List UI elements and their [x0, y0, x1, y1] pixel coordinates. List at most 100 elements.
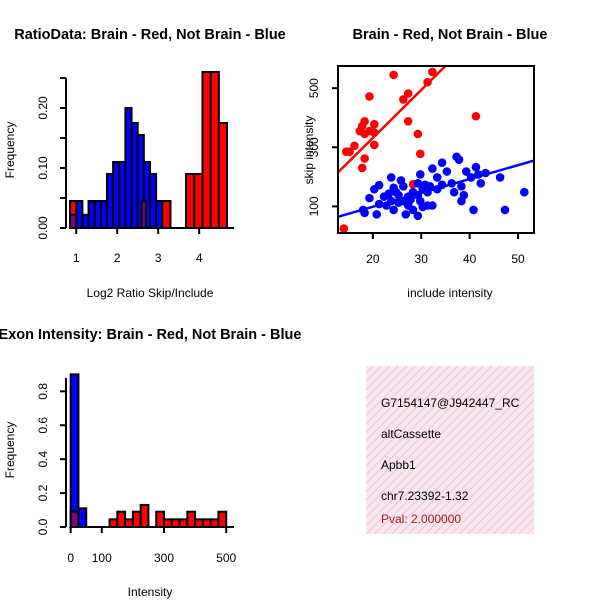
scatter-point-not-brain	[372, 210, 382, 219]
pval-text: Pval: 2.000000	[381, 512, 461, 526]
ratio-bar-brain	[209, 71, 220, 229]
ratio-x-tick-label: 2	[114, 251, 121, 265]
intensity-bar-brain	[194, 518, 204, 529]
ratio-bar-overlap	[69, 213, 78, 230]
ratio-y-tick-label: 0.00	[36, 216, 50, 240]
intensity-bars	[69, 373, 228, 529]
scatter-x-tick-label: 40	[463, 252, 477, 266]
ratio-bar-brain	[161, 200, 172, 229]
intensity-x-axis-label: Intensity	[128, 585, 173, 599]
ratio-y-tick-label: 0.20	[36, 96, 50, 120]
scatter-point-brain	[403, 89, 413, 98]
scatter-point-not-brain	[469, 205, 478, 215]
scatter-point-not-brain	[408, 205, 418, 215]
scatter-y-tick-label: 100	[307, 196, 321, 216]
intensity-histogram-panel: Exon Intensity: Brain - Red, Not Brain -…	[0, 327, 301, 599]
scatter-point-not-brain	[437, 180, 447, 190]
location-text: chr7.23392-1.32	[381, 489, 469, 503]
ratio-bar-brain	[193, 173, 204, 229]
intensity-bar-brain	[163, 518, 173, 529]
scatter-point-not-brain	[500, 205, 510, 215]
scatter-point-not-brain	[394, 190, 403, 200]
scatter-point-brain	[471, 111, 481, 121]
intensity-bar-overlap	[69, 510, 80, 529]
scatter-y-axis-label: skip intensity	[302, 116, 316, 185]
intensity-bar-brain	[124, 518, 134, 529]
intensity-x-ticks: 0 100 300 500	[67, 527, 237, 565]
scatter-chart-title: Brain - Red, Not Brain - Blue	[353, 27, 548, 43]
event-info-panel: G7154147@J942447_RC altCassette Apbb1 ch…	[366, 366, 534, 534]
scatter-y-tick-label: 500	[307, 78, 321, 98]
scatter-point-not-brain	[428, 164, 437, 173]
intensity-y-ticks: 0.0 0.2 0.4 0.6 0.8	[36, 383, 66, 535]
intensity-x-tick-label: 100	[92, 551, 112, 565]
scatter-point-not-brain	[454, 155, 464, 164]
ratio-histogram-panel: RatioData: Brain - Red, Not Brain - Blue…	[3, 27, 286, 300]
intensity-chart-title: Exon Intensity: Brain - Red, Not Brain -…	[0, 327, 301, 343]
scatter-x-tick-label: 30	[415, 252, 429, 266]
ratio-bars	[69, 71, 229, 230]
scatter-point-not-brain	[447, 179, 457, 188]
ratio-x-ticks: 1 2 3 4	[73, 228, 203, 265]
intensity-y-tick-label: 0.8	[36, 383, 50, 400]
event-type-text: altCassette	[381, 427, 441, 441]
scatter-point-brain	[413, 129, 423, 139]
scatter-point-not-brain	[386, 173, 396, 182]
scatter-point-not-brain	[386, 196, 396, 206]
scatter-point-not-brain	[399, 181, 408, 191]
scatter-point-not-brain	[389, 205, 398, 215]
scatter-ticks: 20 30 40 50 100 300 500	[307, 78, 525, 266]
scatter-x-axis-label: include intensity	[407, 286, 492, 300]
scatter-plot-box	[337, 65, 535, 234]
scatter-point-not-brain	[374, 199, 384, 209]
scatter-point-not-brain	[466, 173, 476, 182]
ratio-x-axis-label: Log2 Ratio Skip/Include	[87, 286, 214, 300]
ratio-bar-brain	[185, 173, 196, 229]
scatter-x-tick-label: 50	[511, 252, 525, 266]
intensity-bar-brain	[178, 518, 189, 529]
ratio-chart-title: RatioData: Brain - Red, Not Brain - Blue	[14, 27, 286, 43]
intensity-y-tick-label: 0.4	[36, 451, 50, 468]
scatter-point-not-brain	[365, 193, 374, 203]
intensity-bar-brain	[116, 510, 127, 529]
scatter-point-brain	[415, 149, 425, 159]
intensity-bar-not-brain	[69, 373, 80, 528]
scatter-point-brain	[339, 224, 349, 233]
scatter-point-not-brain	[461, 167, 471, 176]
scatter-point-not-brain	[457, 181, 466, 191]
scatter-point-brain	[399, 95, 408, 104]
ratio-bar-brain	[217, 122, 229, 229]
intensity-x-tick-label: 300	[154, 551, 174, 565]
scatter-panel: Brain - Red, Not Brain - Blue 20 30 40 50 10…	[302, 27, 547, 300]
ratio-x-tick-label: 3	[155, 251, 162, 265]
intensity-x-tick-label: 0	[67, 551, 74, 565]
scatter-point-not-brain	[413, 211, 423, 221]
intensity-bar-brain	[108, 518, 119, 529]
intensity-bar-brain	[201, 518, 212, 529]
ratio-bar-brain	[201, 71, 212, 229]
scatter-point-not-brain	[415, 170, 425, 179]
scatter-marks	[338, 66, 534, 233]
scatter-point-brain	[369, 140, 379, 150]
scatter-point-not-brain	[360, 208, 369, 218]
scatter-point-not-brain	[495, 173, 505, 182]
info-panel-background	[366, 366, 534, 534]
intensity-bar-not-brain	[77, 507, 88, 529]
scatter-point-not-brain	[459, 190, 469, 200]
scatter-point-not-brain	[474, 170, 483, 179]
scatter-point-not-brain	[384, 189, 394, 198]
scatter-point-not-brain	[476, 179, 486, 188]
intensity-bar-brain	[186, 510, 197, 529]
intensity-x-tick-label: 500	[216, 551, 236, 565]
intensity-bar-brain	[139, 503, 150, 528]
scatter-point-not-brain	[520, 187, 529, 197]
scatter-y-tick-label: 300	[307, 137, 321, 157]
scatter-point-not-brain	[481, 168, 490, 178]
intensity-y-axis-label: Frequency	[3, 422, 17, 479]
scatter-point-brain	[369, 119, 379, 129]
scatter-point-not-brain	[437, 158, 447, 167]
scatter-point-brain	[357, 163, 367, 173]
intensity-bar-brain	[131, 510, 142, 529]
ratio-x-tick-label: 1	[73, 251, 80, 265]
intensity-bar-brain	[155, 510, 166, 529]
